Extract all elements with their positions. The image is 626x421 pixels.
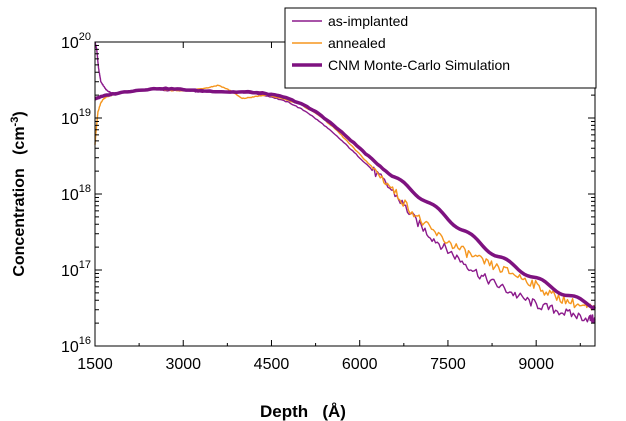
legend-box xyxy=(284,7,597,89)
y-tick-label: 1018 xyxy=(61,183,91,204)
legend: as-implanted annealed CNM Monte-Carlo Simu… xyxy=(284,7,597,89)
x-tick-label: 7500 xyxy=(430,356,466,373)
y-tick-label: 1020 xyxy=(61,31,91,52)
y-axis-label-exponent: -3 xyxy=(9,117,21,127)
series-layer xyxy=(94,41,597,324)
x-tick-label: 4500 xyxy=(254,356,290,373)
y-tick-label: 1019 xyxy=(61,107,91,128)
x-tick-label: 3000 xyxy=(165,356,201,373)
x-tick-label: 9000 xyxy=(518,356,554,373)
y-axis: 1016 1017 1018 1019 1020 xyxy=(61,31,595,356)
x-axis: 1500 3000 4500 6000 7500 9000 xyxy=(77,42,581,373)
y-tick-label: 1016 xyxy=(61,335,91,356)
y-tick-label: 1017 xyxy=(61,259,91,280)
series-line-cnm-monte-carlo-simulation xyxy=(94,86,597,310)
y-axis-label-text: Concentration (cm xyxy=(11,126,28,276)
y-axis-label: Concentration (cm-3) xyxy=(9,111,28,276)
legend-label: CNM Monte-Carlo Simulation xyxy=(328,57,510,73)
x-axis-label: Depth (Å) xyxy=(260,402,346,421)
x-tick-label: 1500 xyxy=(77,356,113,373)
legend-label: annealed xyxy=(328,35,386,51)
y-axis-label-close: ) xyxy=(11,111,28,116)
series-line-annealed xyxy=(94,84,596,311)
x-tick-label: 6000 xyxy=(342,356,378,373)
legend-label: as-implanted xyxy=(328,13,408,29)
